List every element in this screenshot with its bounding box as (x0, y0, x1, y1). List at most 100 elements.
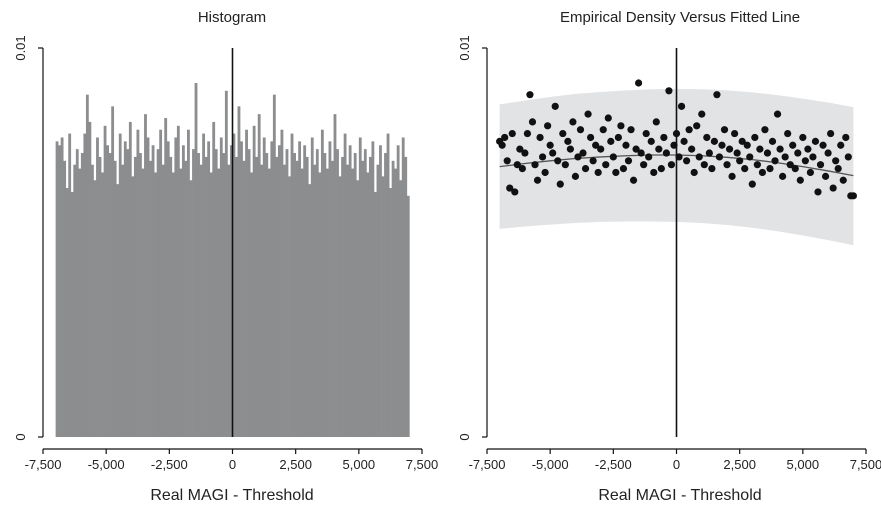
density-point (554, 157, 562, 165)
density-point (698, 110, 706, 118)
density-point (799, 133, 807, 142)
density-point (837, 141, 845, 149)
density-point (538, 153, 547, 161)
density-point (804, 145, 812, 153)
histogram-bar (232, 133, 236, 437)
histogram-bar (303, 145, 307, 437)
histogram-x-tick-label: -5,000 (88, 457, 125, 472)
histogram-bar (123, 141, 127, 438)
histogram-bar (187, 129, 190, 437)
histogram-bar (318, 172, 322, 438)
density-point (680, 137, 688, 145)
density-point (776, 145, 784, 153)
density-point (789, 141, 797, 149)
histogram-bar (176, 125, 180, 438)
density-point (683, 157, 691, 165)
density-fit-x-tick-label: 7,500 (850, 457, 881, 472)
density-point (544, 122, 552, 130)
histogram-bar (93, 180, 97, 437)
density-point (533, 176, 542, 184)
histogram-bar (394, 168, 398, 437)
histogram-bar (252, 125, 256, 438)
histogram-bar (116, 184, 120, 437)
histogram-bar (356, 180, 360, 437)
density-point (640, 161, 648, 169)
histogram-bar (399, 180, 403, 437)
histogram-bar (290, 133, 294, 437)
density-point (801, 157, 809, 165)
histogram-x-tick-label: 5,000 (343, 457, 376, 472)
density-point (627, 126, 635, 134)
density-point (834, 164, 842, 173)
histogram-bar (113, 160, 117, 437)
density-point (662, 149, 670, 157)
histogram-x-axis-label: Real MAGI - Threshold (150, 487, 313, 504)
histogram-bar (320, 129, 324, 437)
density-point (650, 168, 658, 177)
density-point (768, 137, 777, 145)
density-point (700, 161, 708, 169)
histogram-bar (179, 168, 183, 437)
histogram-bar (275, 156, 279, 438)
histogram-bar (55, 141, 59, 438)
histogram-bar (338, 176, 342, 437)
histogram-bar (255, 156, 259, 438)
histogram-bar (212, 121, 216, 437)
histogram-bar (108, 153, 112, 437)
histogram-bar (270, 141, 274, 438)
density-fit-plot-area: 0 0.01 -7,500 -5,000 -2,500 0 2,500 5,000 7,500 (457, 35, 881, 472)
histogram-bar (83, 133, 87, 437)
histogram-bar (80, 153, 84, 437)
histogram-bar (325, 168, 329, 437)
density-point (523, 129, 532, 138)
density-point (642, 129, 650, 138)
histogram-bar (285, 149, 289, 437)
histogram-bar (154, 172, 157, 438)
histogram-bar (219, 137, 223, 437)
density-fit-panel: Empirical Density Versus Fitted Line 0 0.… (457, 9, 881, 504)
histogram-bar (237, 106, 241, 437)
histogram-bar (229, 145, 233, 437)
histogram-x-tick-label: -2,500 (151, 457, 188, 472)
density-point (781, 153, 789, 161)
density-point (584, 110, 592, 118)
histogram-bar (381, 176, 385, 437)
histogram-bar (106, 145, 109, 437)
histogram-bar (75, 149, 79, 437)
density-point (531, 161, 539, 169)
histogram-bar (121, 164, 125, 437)
density-point (773, 110, 782, 118)
histogram-bar (60, 137, 64, 437)
density-point (657, 164, 665, 173)
histogram-bar (174, 137, 178, 437)
density-point (811, 137, 820, 145)
density-point (498, 141, 506, 149)
density-point (849, 192, 857, 200)
histogram-bar (63, 160, 67, 437)
histogram-bar (313, 164, 317, 437)
histogram-bar (164, 118, 168, 438)
density-point (645, 153, 653, 161)
density-point (710, 137, 719, 145)
density-point (741, 164, 749, 173)
density-point (551, 102, 559, 110)
density-point (821, 172, 830, 180)
histogram-x-tick-label: -7,500 (25, 457, 62, 472)
histogram-bar (68, 133, 72, 437)
density-point (566, 145, 574, 153)
histogram-bar (298, 141, 302, 438)
histogram-bar (406, 195, 410, 437)
density-point (619, 164, 628, 173)
histogram-bar (131, 176, 135, 437)
histogram-bar (217, 168, 221, 437)
density-point (581, 164, 590, 173)
density-point (685, 126, 693, 134)
density-point (614, 133, 622, 142)
histogram-bar (247, 149, 251, 437)
density-point (753, 161, 761, 169)
histogram-bar (361, 160, 365, 437)
density-point (609, 153, 617, 161)
density-point (796, 176, 804, 184)
density-point (564, 137, 572, 145)
histogram-bar (351, 168, 355, 437)
